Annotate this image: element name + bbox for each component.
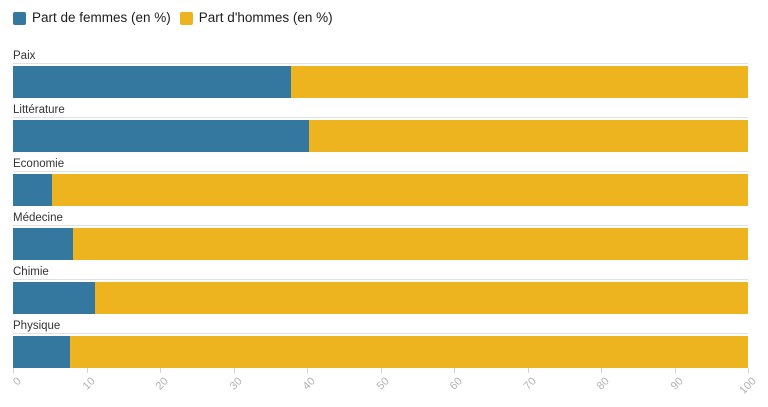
legend-item-men: Part d'hommes (en %) — [179, 10, 333, 25]
row-divider — [13, 171, 748, 172]
axis-tick-mark — [748, 368, 749, 373]
axis-tick-label: 20 — [153, 375, 171, 393]
axis-tick-mark — [380, 368, 382, 373]
legend-swatch-women-icon — [13, 11, 26, 25]
legend-swatch-men-icon — [179, 11, 193, 25]
stacked-bar — [13, 174, 748, 206]
axis-tick-mark — [674, 368, 676, 373]
legend-label-women: Part de femmes (en %) — [32, 10, 171, 25]
category-label: Médecine — [13, 212, 63, 224]
axis-tick-label: 100 — [737, 375, 759, 397]
legend-item-women: Part de femmes (en %) — [13, 11, 171, 25]
bar-segment-men[interactable] — [51, 174, 748, 206]
category-label: Chimie — [13, 266, 49, 278]
axis-tick-mark — [160, 368, 161, 373]
bar-row: Economie — [13, 158, 748, 212]
bar-row: Médecine — [13, 212, 748, 266]
axis-tick-label: 60 — [447, 375, 465, 393]
axis-tick-label: 40 — [300, 375, 318, 393]
bar-segment-men[interactable] — [290, 66, 748, 98]
bar-rows: Paix Littérature Economie Médecine Chimie Phy… — [13, 50, 748, 374]
axis-tick-label: 0 — [10, 375, 24, 389]
bar-segment-women[interactable] — [13, 174, 52, 206]
bar-segment-women[interactable] — [13, 336, 70, 368]
bar-row: Chimie — [13, 266, 748, 320]
axis-tick-label: 70 — [521, 375, 539, 393]
axis-tick-mark — [601, 368, 602, 373]
bar-segment-women[interactable] — [13, 228, 73, 260]
row-divider — [13, 333, 748, 334]
axis-tick-mark — [527, 368, 529, 373]
bar-row: Paix — [13, 50, 748, 104]
stacked-bar — [13, 66, 748, 98]
category-label: Physique — [13, 320, 61, 332]
bar-row: Physique — [13, 320, 748, 374]
row-divider — [13, 225, 748, 226]
bar-segment-women[interactable] — [13, 120, 310, 152]
bar-segment-men[interactable] — [309, 120, 748, 152]
bar-segment-men[interactable] — [94, 282, 748, 314]
x-axis: 0 10 20 30 40 50 60 70 80 90 100 — [10, 368, 759, 404]
category-label: Paix — [13, 50, 36, 62]
bar-segment-women[interactable] — [13, 282, 95, 314]
axis-tick-mark — [86, 368, 88, 373]
bar-segment-men[interactable] — [72, 228, 748, 260]
axis-tick-label: 90 — [668, 375, 686, 393]
axis-tick-label: 50 — [374, 375, 392, 393]
category-label: Littérature — [13, 104, 65, 116]
bar-row: Littérature — [13, 104, 748, 158]
row-divider — [13, 117, 748, 118]
stacked-bar — [13, 282, 748, 314]
category-label: Economie — [13, 158, 65, 170]
bar-segment-men[interactable] — [69, 336, 748, 368]
axis-tick-label: 10 — [80, 375, 98, 393]
legend: Part de femmes (en %) Part d'hommes (en … — [13, 11, 333, 25]
axis-tick-mark — [454, 368, 455, 373]
axis-tick-label: 80 — [594, 375, 612, 393]
stacked-bar — [13, 336, 748, 368]
stacked-bar — [13, 120, 748, 152]
bar-segment-women[interactable] — [13, 66, 291, 98]
axis-tick-mark — [13, 368, 14, 373]
stacked-bar — [13, 228, 748, 260]
axis-tick-mark — [307, 368, 308, 373]
axis-tick-label: 30 — [227, 375, 245, 393]
row-divider — [13, 279, 748, 280]
row-divider — [13, 63, 748, 64]
legend-label-men: Part d'hommes (en %) — [198, 10, 333, 25]
axis-tick-mark — [233, 368, 235, 373]
